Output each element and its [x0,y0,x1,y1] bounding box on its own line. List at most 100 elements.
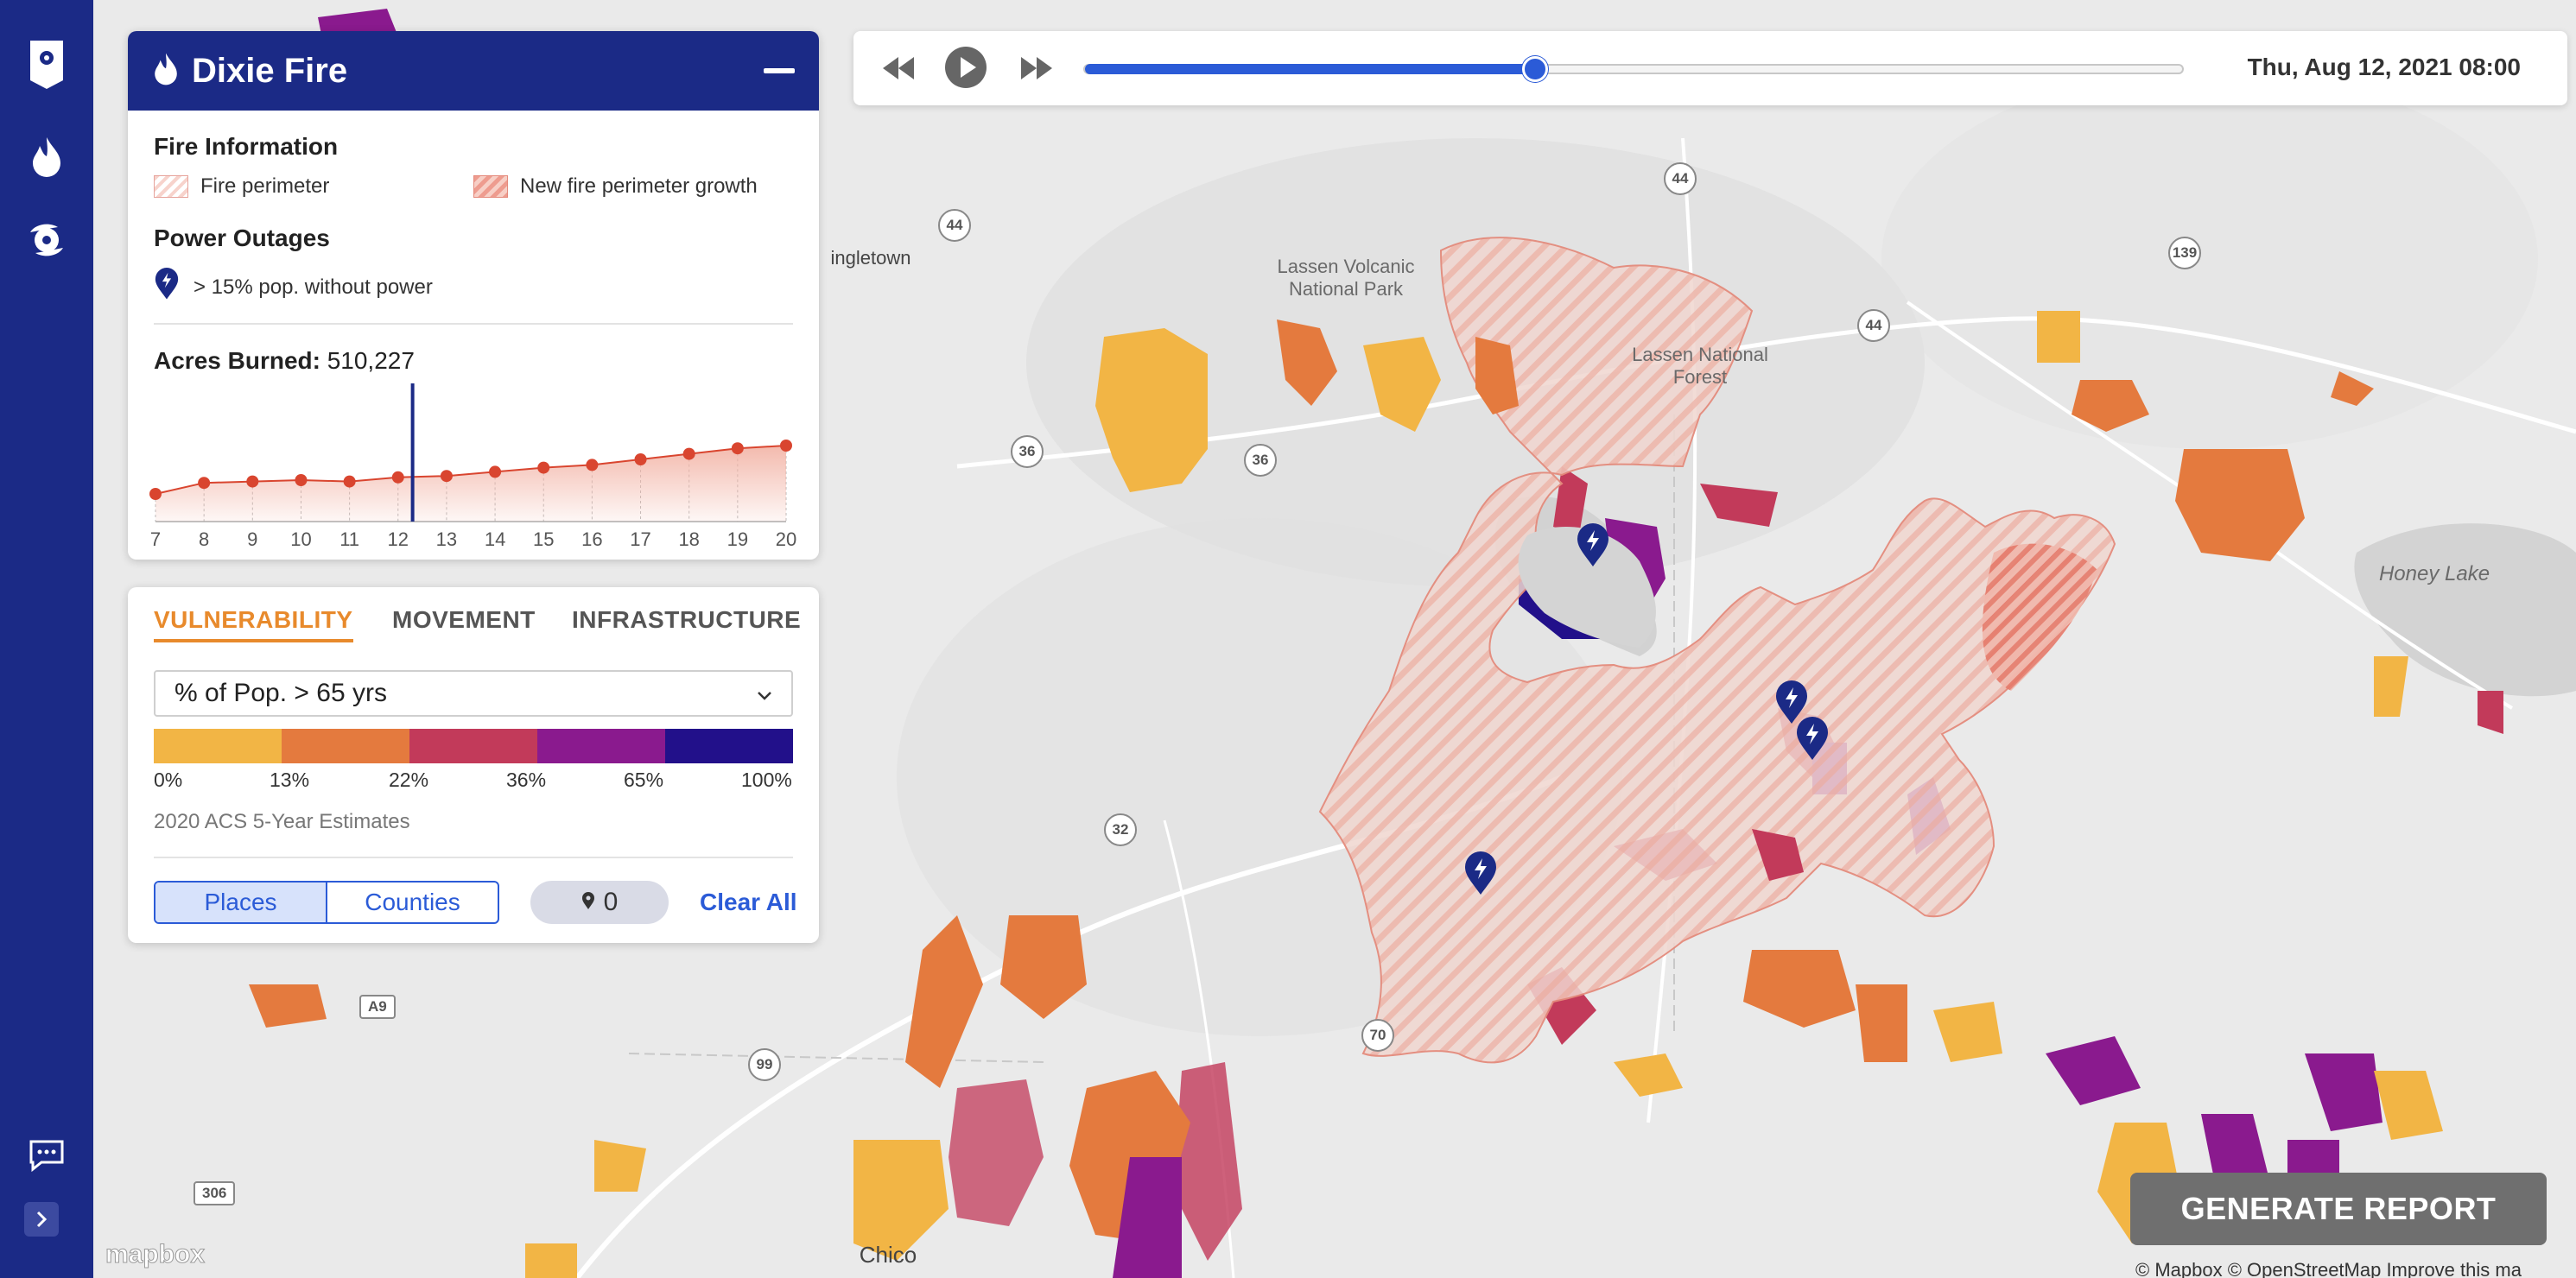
route-shield: 36 [1244,444,1277,477]
route-shield: 99 [748,1048,781,1081]
chart-tick-label: 11 [339,528,359,547]
chart-tick-label: 19 [727,528,748,547]
chart-area [155,446,786,522]
label-lassen-forest: Lassen National Forest [1632,344,1768,388]
route-shield: 306 [194,1181,236,1205]
divider [154,323,793,325]
route-shield: 139 [2168,237,2201,269]
map[interactable]: Lassen Volcanic National Park Lassen Nati… [93,0,2576,1278]
tab-movement[interactable]: MOVEMENT [392,606,536,633]
clear-all-button[interactable]: Clear All [700,889,797,915]
tab-infrastructure[interactable]: INFRASTRUCTURE [572,606,802,633]
toggle-counties[interactable]: Counties [326,883,498,922]
legend-label: > 15% pop. without power [194,275,433,299]
color-scale [154,729,793,763]
slider-fill [1085,64,1535,74]
scale-segment [154,729,282,763]
route-shield: 70 [1361,1019,1394,1052]
legend-power-outage: > 15% pop. without power [154,268,433,307]
scale-segment [665,729,793,763]
chart-point [682,447,695,460]
scale-tick: 0% [154,769,183,791]
perimeter-swatch [154,175,188,198]
chart-point [343,475,356,488]
chart-point [391,471,404,484]
power-outage-marker[interactable] [1463,851,1498,901]
acres-value: 510,227 [327,347,415,374]
chart-tick-label: 17 [630,528,650,547]
sidebar [0,0,93,1278]
fire-info-panel: Dixie Fire Fire Information Fire perimet… [128,31,819,560]
power-outage-marker[interactable] [1576,523,1610,573]
scale-segment [282,729,409,763]
scale-tick: 36% [506,769,547,791]
legend-fire-perimeter: Fire perimeter [154,174,329,199]
chart-tick-label: 12 [388,528,409,547]
chart-point [246,475,259,488]
route-shield: 44 [1664,162,1697,195]
power-outage-marker[interactable] [1774,680,1809,730]
chart-point [731,442,744,455]
chart-tick-label: 18 [678,528,699,547]
fire-title: Dixie Fire [192,51,348,90]
toggle-places[interactable]: Places [155,883,326,922]
metric-select[interactable]: % of Pop. > 65 yrs [154,670,793,717]
acres-chart[interactable]: 7 8 9 10 11 12 13 14 15 16 17 18 19 20 [145,383,802,547]
fire-icon [152,51,180,92]
chart-tick-label: 14 [485,528,505,547]
chart-tick-label: 10 [290,528,311,547]
legend-label: Fire perimeter [200,174,330,198]
power-outage-marker[interactable] [1795,717,1830,766]
label-ingletown: ingletown [830,247,911,269]
rewind-icon[interactable] [879,52,917,89]
current-datetime: Thu, Aug 12, 2021 08:00 [2247,54,2521,80]
chart-point [489,465,502,478]
pin-count-badge[interactable]: 0 [530,881,669,924]
power-outage-icon [154,268,180,307]
pin-count-value: 0 [603,888,619,916]
scale-segment [409,729,537,763]
route-shield: 44 [1857,309,1890,342]
mapbox-logo[interactable]: mapbox [105,1240,206,1269]
fire-info-title: Fire Information [154,133,339,160]
hurricane-icon[interactable] [19,212,74,268]
label-chico: Chico [859,1242,917,1268]
acres-label: Acres Burned: [154,347,320,374]
scale-segment [537,729,665,763]
route-shield: 44 [938,209,971,242]
chart-series-line [155,445,787,495]
chevron-right-icon[interactable] [24,1202,59,1237]
label-honey-lake: Honey Lake [2378,562,2490,585]
chart-tick-label: 20 [776,528,796,547]
play-button[interactable] [943,45,988,94]
chart-tick-label: 15 [533,528,554,547]
data-source: 2020 ACS 5-Year Estimates [154,810,410,833]
scale-tick: 100% [741,769,792,791]
geography-toggle: Places Counties [154,881,499,924]
map-canvas [93,0,2576,1278]
map-pin-icon [581,888,595,917]
chevron-down-icon [757,679,772,708]
chart-point [198,477,211,490]
fast-forward-icon[interactable] [1018,52,1056,89]
chart-point [149,488,162,500]
time-slider[interactable] [1083,56,2184,82]
timeline-bar: Thu, Aug 12, 2021 08:00 [853,31,2567,105]
minimize-button[interactable] [764,68,795,73]
route-shield: A9 [359,995,396,1019]
route-shield: 36 [1011,435,1044,468]
chat-icon[interactable] [19,1128,74,1183]
chart-point [780,440,792,452]
location-pin-icon[interactable] [19,36,74,92]
tab-vulnerability[interactable]: VULNERABILITY [154,606,353,642]
fire-icon[interactable] [19,130,74,185]
scale-tick: 13% [270,769,310,791]
scale-tick: 65% [624,769,664,791]
slider-thumb[interactable] [1521,56,1548,82]
vulnerability-panel: VULNERABILITY MOVEMENT INFRASTRUCTURE % … [128,587,819,943]
chart-point [537,461,550,474]
map-attribution[interactable]: © Mapbox © OpenStreetMap Improve this ma [2135,1259,2522,1278]
chart-tick-label: 16 [581,528,602,547]
generate-report-button[interactable]: GENERATE REPORT [2130,1173,2547,1245]
metric-select-value: % of Pop. > 65 yrs [174,679,387,707]
